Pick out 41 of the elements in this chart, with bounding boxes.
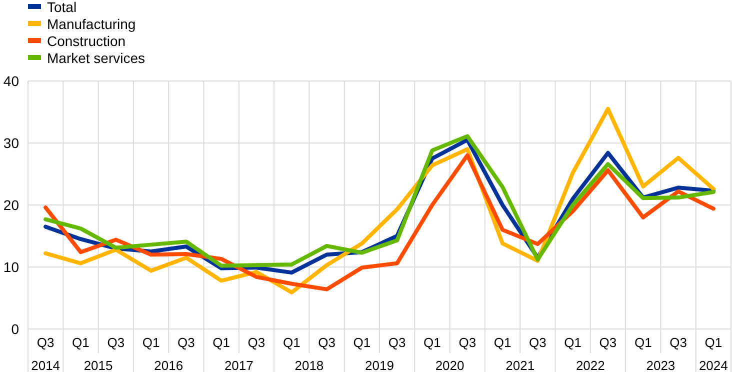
text: 2016: [154, 358, 184, 373]
legend-label: Construction: [47, 32, 126, 49]
x-tick-label: Q3: [458, 335, 476, 350]
x-tick-label: Q1: [72, 335, 90, 350]
x-tick-label: Q1: [282, 335, 300, 350]
y-tick-label: 20: [3, 196, 20, 213]
x-tick-label: Q3: [388, 335, 406, 350]
text: 2020: [435, 358, 464, 373]
x-tick-label: Q3: [248, 335, 266, 350]
legend-label: Total: [47, 0, 77, 15]
y-tick-label: 10: [3, 258, 20, 275]
y-tick-label: 30: [3, 134, 20, 151]
text: 2019: [365, 358, 394, 373]
x-tick-label: Q1: [564, 335, 582, 350]
text: 2017: [224, 358, 254, 373]
legend-label: Manufacturing: [47, 16, 136, 32]
y-tick-label: 0: [11, 320, 20, 337]
x-tick-label: Q3: [529, 335, 546, 350]
text: 2015: [84, 358, 113, 373]
x-tick-label: Q1: [704, 335, 722, 350]
text: 2023: [646, 358, 676, 373]
line-series: [44, 153, 716, 292]
x-tick-label: Q1: [424, 335, 441, 350]
x-tick-label: Q3: [670, 335, 687, 350]
x-tick-label: Q1: [634, 335, 652, 350]
x-tick-label: Q3: [36, 335, 54, 350]
x-tick-label: Q1: [494, 335, 512, 350]
x-tick-label: Q1: [142, 335, 160, 350]
y-tick-label: 40: [3, 72, 20, 89]
text: 2014: [31, 358, 60, 373]
x-tick-label: Q3: [318, 335, 336, 350]
text: 2018: [294, 358, 324, 373]
x-tick-label: Q1: [353, 335, 371, 350]
x-tick-label: Q3: [107, 335, 125, 350]
legend-label: Market services: [47, 50, 146, 66]
text: 2021: [506, 358, 535, 373]
text: 2024: [698, 358, 728, 373]
text: 2022: [576, 358, 605, 373]
x-tick-label: Q1: [212, 335, 230, 350]
x-tick-label: Q3: [599, 335, 617, 350]
x-tick-label: Q3: [178, 335, 195, 350]
